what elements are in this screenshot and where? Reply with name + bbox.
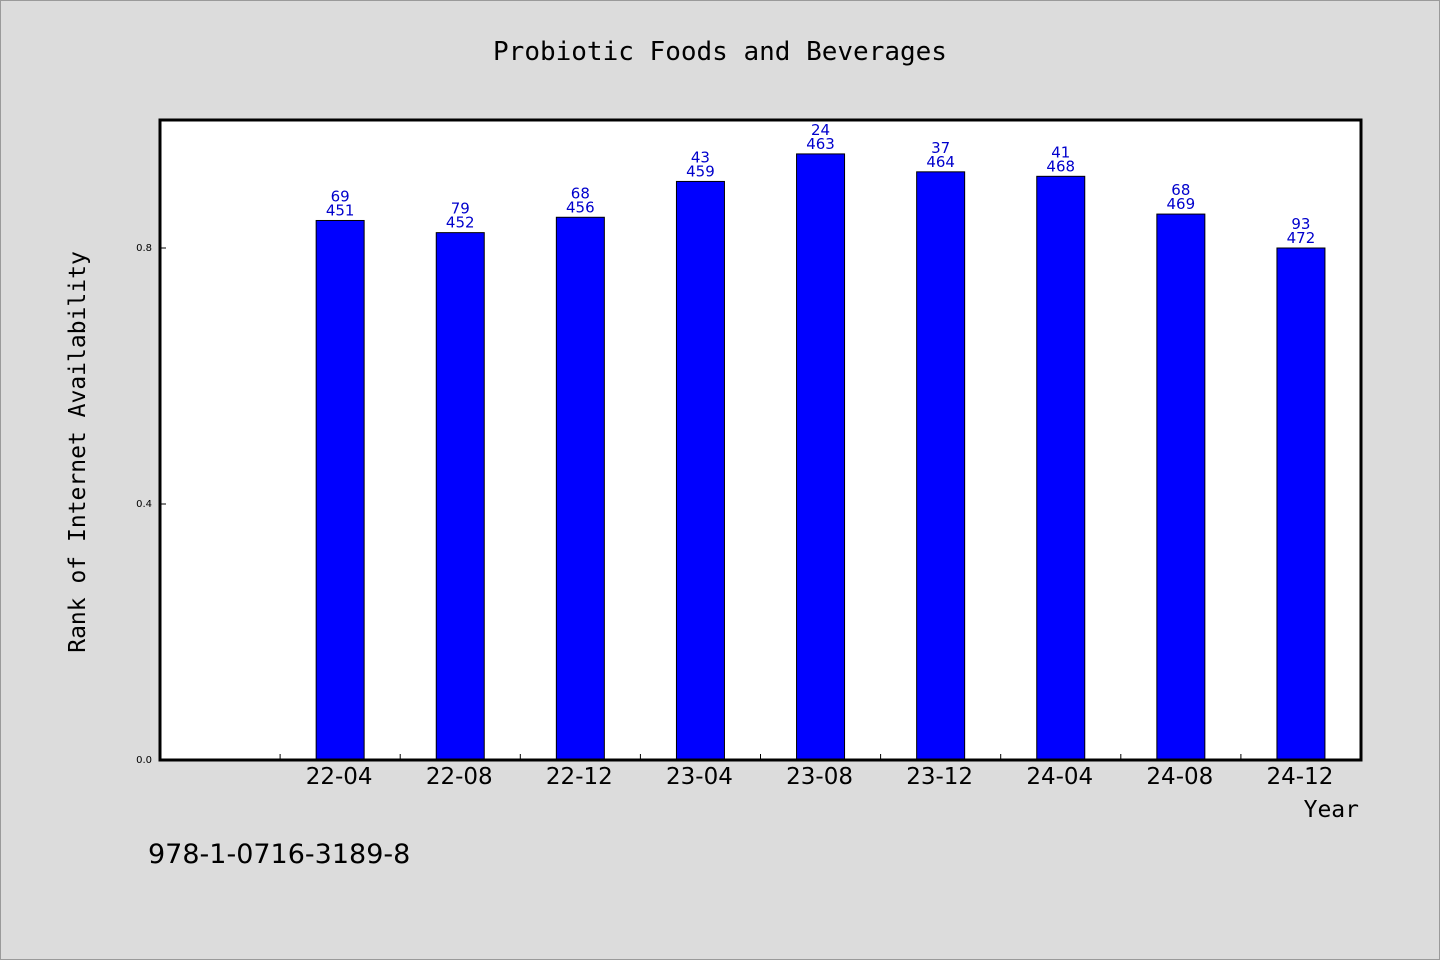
y-axis-ticks: 0.0 0.4 0.8 — [136, 243, 166, 766]
data-label-rank: 24 — [811, 121, 830, 139]
x-tick-label: 22-04 — [306, 764, 373, 790]
data-label-count: 472 — [1287, 229, 1316, 247]
x-tick-label: 23-08 — [786, 764, 853, 790]
x-tick-label: 23-04 — [666, 764, 733, 790]
isbn-text: 978-1-0716-3189-8 — [148, 839, 410, 870]
x-tick-label: 23-12 — [906, 764, 973, 790]
bar-22-04 — [315, 219, 365, 761]
data-label-rank: 43 — [691, 148, 710, 166]
bar-23-08 — [796, 153, 846, 761]
y-tick-label: 0.4 — [136, 499, 152, 510]
bar-24-12 — [1276, 247, 1326, 761]
data-label-count: 468 — [1046, 157, 1075, 175]
x-tick-label: 24-08 — [1146, 764, 1213, 790]
bar-23-12 — [916, 171, 966, 761]
y-tick-label: 0.8 — [136, 243, 152, 254]
data-label-count: 451 — [326, 201, 355, 219]
data-label-rank: 93 — [1291, 215, 1310, 233]
data-label-count: 469 — [1167, 195, 1196, 213]
bar-22-12 — [555, 216, 605, 761]
data-label-rank: 68 — [571, 184, 590, 202]
data-label-count: 463 — [806, 135, 835, 153]
x-tick-label: 24-12 — [1267, 764, 1334, 790]
data-label-count: 452 — [446, 214, 475, 232]
bar-23-04 — [675, 180, 725, 761]
bar-22-08 — [435, 232, 485, 761]
y-axis-label: Rank of Internet Availability — [65, 251, 91, 653]
x-tick-label: 22-12 — [546, 764, 613, 790]
data-label-rank: 79 — [451, 200, 470, 218]
x-axis-ticks: 22-04 22-08 22-12 23-04 23-08 23-12 24-04 24-08… — [279, 754, 1334, 790]
data-label-rank: 68 — [1171, 181, 1190, 199]
data-label-count: 464 — [926, 153, 955, 171]
x-axis-label: Year — [1304, 797, 1359, 823]
bar-24-04 — [1036, 175, 1086, 761]
y-tick-label: 0.0 — [136, 755, 152, 766]
bars-group — [315, 153, 1326, 761]
data-label-count: 456 — [566, 198, 595, 216]
data-label-rank: 69 — [331, 187, 350, 205]
x-tick-label: 22-08 — [426, 764, 493, 790]
data-label-rank: 37 — [931, 139, 950, 157]
data-label-rank: 41 — [1051, 143, 1070, 161]
chart-title: Probiotic Foods and Beverages — [493, 37, 947, 67]
data-label-count: 459 — [686, 162, 715, 180]
bar-24-08 — [1156, 213, 1206, 761]
x-tick-label: 24-04 — [1026, 764, 1093, 790]
